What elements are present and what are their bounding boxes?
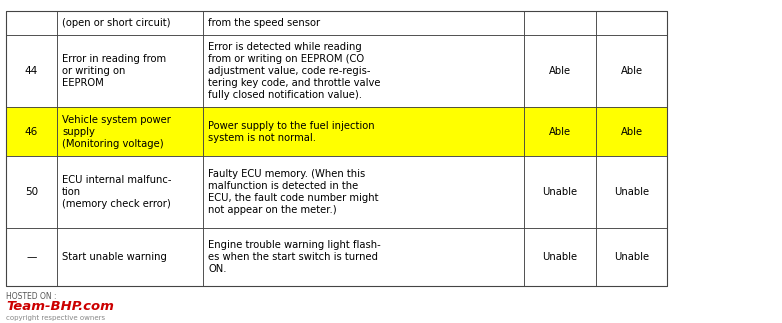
Bar (524, 228, 596, 286)
Bar (6, 107, 56, 156)
Text: Team-BHP.com: Team-BHP.com (6, 300, 114, 313)
Bar (524, 156, 596, 228)
Bar (203, 35, 524, 107)
Bar (596, 35, 667, 107)
Text: from the speed sensor: from the speed sensor (208, 18, 321, 28)
Text: —: — (27, 252, 37, 262)
Bar (56, 107, 203, 156)
Bar (524, 156, 596, 228)
Bar (596, 156, 667, 228)
Text: Unable: Unable (543, 252, 578, 262)
Bar (524, 11, 596, 35)
Text: copyright respective owners: copyright respective owners (6, 315, 106, 321)
Text: 46: 46 (25, 127, 38, 137)
Bar (524, 228, 596, 286)
Bar (524, 35, 596, 107)
Bar (203, 156, 524, 228)
Bar (596, 11, 667, 35)
Bar (596, 107, 667, 156)
Bar (203, 35, 524, 107)
Bar (596, 228, 667, 286)
Text: Error in reading from
or writing on
EEPROM: Error in reading from or writing on EEPR… (62, 54, 166, 88)
Bar (524, 107, 596, 156)
Bar (6, 11, 56, 35)
Bar (6, 156, 56, 228)
Text: Unable: Unable (614, 187, 649, 197)
Text: Unable: Unable (543, 187, 578, 197)
Bar (6, 11, 56, 35)
Bar (596, 228, 667, 286)
Text: Able: Able (549, 66, 571, 76)
Bar (6, 35, 56, 107)
Text: Able: Able (621, 66, 643, 76)
Bar (203, 11, 524, 35)
Text: (open or short circuit): (open or short circuit) (62, 18, 170, 28)
Bar (524, 35, 596, 107)
Text: 44: 44 (25, 66, 38, 76)
Bar (56, 228, 203, 286)
Bar (596, 35, 667, 107)
Text: Engine trouble warning light flash-
es when the start switch is turned
ON.: Engine trouble warning light flash- es w… (208, 240, 381, 274)
Text: HOSTED ON :: HOSTED ON : (6, 292, 57, 301)
Text: Faulty ECU memory. (When this
malfunction is detected in the
ECU, the fault code: Faulty ECU memory. (When this malfunctio… (208, 169, 378, 215)
Text: Error is detected while reading
from or writing on EEPROM (CO
adjustment value, : Error is detected while reading from or … (208, 42, 381, 100)
Bar (203, 107, 524, 156)
Text: ECU internal malfunc-
tion
(memory check error): ECU internal malfunc- tion (memory check… (62, 175, 171, 209)
Bar (524, 11, 596, 35)
Bar (56, 156, 203, 228)
Text: 50: 50 (25, 187, 38, 197)
Bar (6, 228, 56, 286)
Bar (56, 156, 203, 228)
Text: Unable: Unable (614, 252, 649, 262)
Bar (56, 35, 203, 107)
Bar (596, 107, 667, 156)
Bar (6, 35, 56, 107)
Bar (203, 228, 524, 286)
Bar (56, 107, 203, 156)
Bar (6, 228, 56, 286)
Bar (203, 11, 524, 35)
Bar (56, 11, 203, 35)
Text: Able: Able (621, 127, 643, 137)
Bar (56, 228, 203, 286)
Bar (203, 228, 524, 286)
Bar (6, 107, 56, 156)
Text: Able: Able (549, 127, 571, 137)
Text: Vehicle system power
supply
(Monitoring voltage): Vehicle system power supply (Monitoring … (62, 115, 171, 149)
Bar (203, 107, 524, 156)
Text: Start unable warning: Start unable warning (62, 252, 167, 262)
Bar (203, 156, 524, 228)
Bar (596, 11, 667, 35)
Bar (56, 35, 203, 107)
Bar (56, 11, 203, 35)
Text: Power supply to the fuel injection
system is not normal.: Power supply to the fuel injection syste… (208, 120, 375, 142)
Bar (524, 107, 596, 156)
Bar (6, 11, 667, 286)
Bar (6, 156, 56, 228)
Bar (596, 156, 667, 228)
